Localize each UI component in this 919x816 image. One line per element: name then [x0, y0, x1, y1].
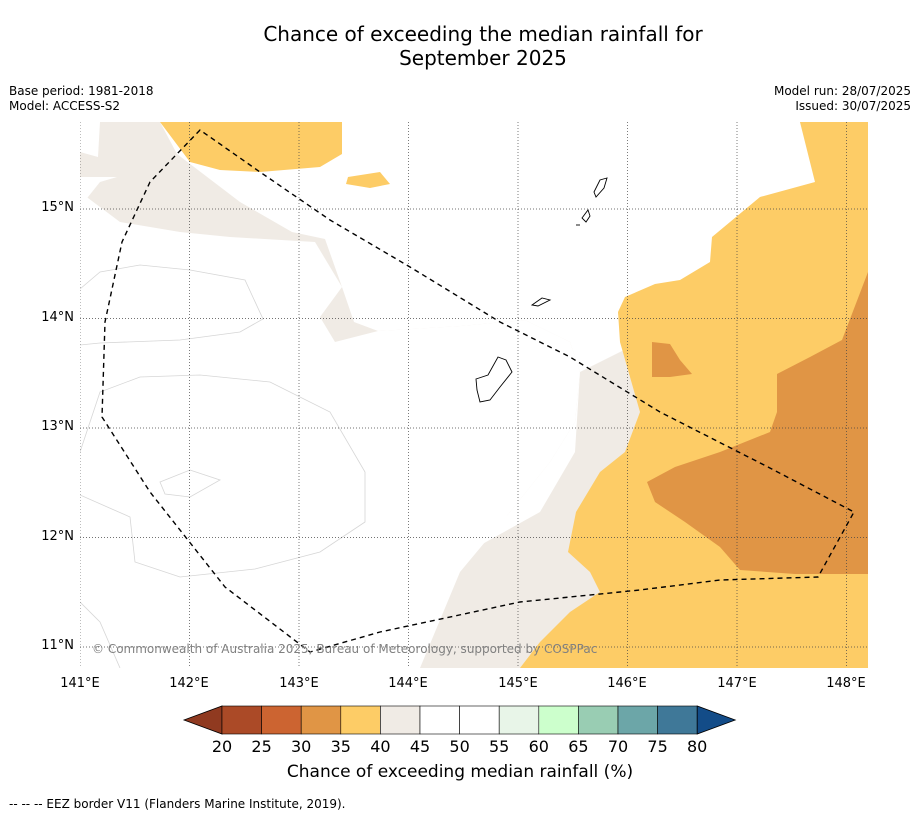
- white-left-notch: [80, 122, 100, 157]
- map-panel: © Commonwealth of Australia 2025, Bureau…: [80, 122, 868, 668]
- lat-label-13n: 13°N: [41, 419, 74, 434]
- colorbar-segment: [498, 705, 540, 735]
- colorbar-tick-label: 50: [449, 737, 470, 756]
- colorbar-segment: [261, 705, 302, 735]
- colorbar-segment: [578, 705, 619, 735]
- colorbar-segment: [617, 705, 658, 735]
- colorbar-tick-label: 40: [370, 737, 391, 756]
- lon-label-144e: 144°E: [388, 676, 428, 691]
- meta-right: Model run: 28/07/2025 Issued: 30/07/2025: [774, 84, 911, 114]
- colorbar-segments: [182, 705, 737, 735]
- lon-label-141e: 141°E: [60, 676, 100, 691]
- colorbar-segment: [221, 705, 262, 735]
- eez-footnote: -- -- -- EEZ border V11 (Flanders Marine…: [9, 797, 346, 811]
- tinian-island: [581, 209, 591, 223]
- rota-island: [530, 297, 552, 307]
- colorbar-segment: [300, 705, 342, 735]
- lon-label-147e: 147°E: [717, 676, 757, 691]
- issued-date: Issued: 30/07/2025: [795, 99, 911, 113]
- guam-island: [475, 356, 513, 403]
- colorbar-segment: [538, 705, 579, 735]
- chart-title: Chance of exceeding the median rainfall …: [0, 22, 919, 70]
- colorbar-tick-label: 25: [251, 737, 272, 756]
- colorbar-segment: [459, 705, 500, 735]
- colorbar-under-arrow: [182, 705, 223, 735]
- lat-label-12n: 12°N: [41, 529, 74, 544]
- copyright-notice: © Commonwealth of Australia 2025, Bureau…: [92, 642, 597, 656]
- colorbar-segment: [657, 705, 698, 735]
- lat-label-11n: 11°N: [41, 638, 74, 653]
- lat-label-15n: 15°N: [41, 200, 74, 215]
- lon-label-146e: 146°E: [607, 676, 647, 691]
- colorbar-tick-label: 60: [528, 737, 549, 756]
- colorbar-segment: [340, 705, 381, 735]
- colorbar-tick-label: 35: [330, 737, 351, 756]
- title-line-1: Chance of exceeding the median rainfall …: [263, 22, 703, 46]
- colorbar-tick-label: 70: [607, 737, 629, 756]
- colorbar-tick-label: 75: [647, 737, 668, 756]
- colorbar-segment: [419, 705, 460, 735]
- band-30-35-east: [647, 272, 868, 574]
- faint-contours: [80, 264, 366, 668]
- colorbar-tick-label: 20: [211, 737, 233, 756]
- white-low-band: [80, 192, 580, 668]
- title-line-2: September 2025: [399, 46, 567, 70]
- model-run: Model run: 28/07/2025: [773, 84, 911, 98]
- colorbar-label: Chance of exceeding median rainfall (%): [286, 762, 634, 782]
- eez-border: [101, 129, 855, 653]
- band-30-35-pocket: [652, 342, 692, 377]
- lon-label-143e: 143°E: [279, 676, 319, 691]
- lon-label-145e: 145°E: [498, 676, 538, 691]
- graticule: [80, 122, 868, 668]
- colorbar-tick-label: 80: [687, 737, 708, 756]
- colorbar-over-arrow: [696, 705, 737, 735]
- colorbar-tick-label: 55: [489, 737, 510, 756]
- white-top-pocket: [447, 122, 600, 144]
- colorbar-tick-label: 30: [291, 737, 312, 756]
- colorbar-tick-label: 45: [409, 737, 431, 756]
- meta-left: Base period: 1981-2018 Model: ACCESS-S2: [9, 84, 154, 114]
- white-left-block: [80, 177, 117, 207]
- colorbar-segment: [380, 705, 421, 735]
- land: [475, 177, 608, 403]
- lon-label-148e: 148°E: [826, 676, 866, 691]
- model-name: Model: ACCESS-S2: [9, 99, 121, 113]
- colorbar: [182, 705, 737, 735]
- band-35-40-islet: [346, 172, 390, 188]
- lon-label-142e: 142°E: [169, 676, 209, 691]
- base-period: Base period: 1981-2018: [9, 84, 154, 98]
- colorbar-tick-label: 65: [568, 737, 589, 756]
- lat-label-14n: 14°N: [41, 310, 74, 325]
- saipan-island: [593, 177, 608, 198]
